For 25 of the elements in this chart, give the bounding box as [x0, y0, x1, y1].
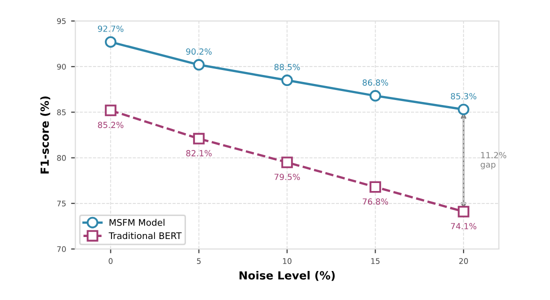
point	[281, 156, 293, 168]
data-label: 90.2%	[186, 48, 212, 55]
data-label: 88.5%	[274, 64, 300, 70]
annotation: 11.2% gap	[480, 152, 506, 170]
data-label: 85.3%	[450, 93, 476, 100]
legend-label: MSFM Model	[110, 218, 164, 226]
point	[370, 90, 382, 102]
point	[458, 104, 470, 116]
data-label: 76.8%	[362, 198, 388, 205]
point	[193, 59, 205, 71]
x-axis-title: Noise Level (%)	[240, 270, 335, 281]
data-label: 86.8%	[362, 79, 388, 86]
point	[193, 132, 205, 144]
y-axis-title: F1-score (%)	[40, 96, 50, 174]
point	[370, 181, 382, 193]
data-label: 85.2%	[98, 122, 124, 128]
point	[104, 104, 116, 116]
legend-label: Traditional BERT	[108, 232, 182, 240]
data-label: 92.7%	[98, 26, 124, 32]
data-label: 82.1%	[186, 150, 212, 156]
point	[104, 36, 116, 48]
data-label: 74.1%	[451, 223, 476, 230]
point	[281, 74, 293, 86]
data-label: 79.5%	[274, 174, 300, 180]
point	[458, 206, 470, 218]
